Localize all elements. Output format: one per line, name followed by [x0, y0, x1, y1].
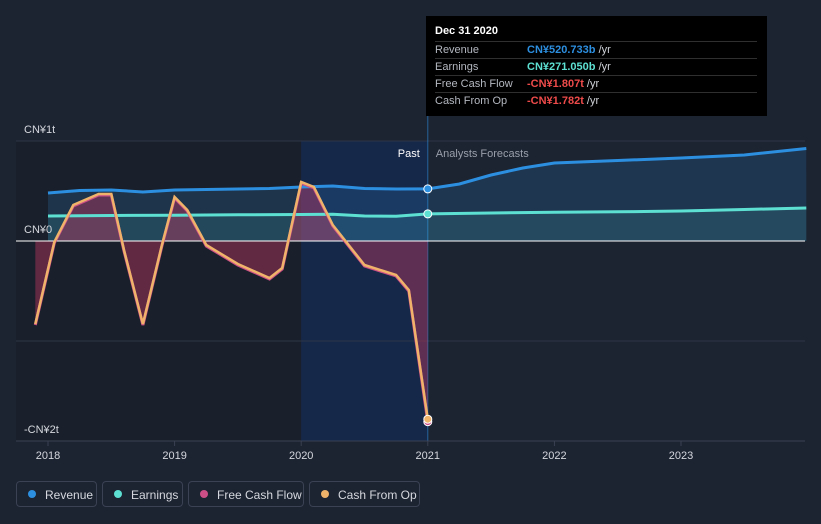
forecast-label: Analysts Forecasts: [436, 148, 529, 160]
legend-item-free-cash-flow[interactable]: Free Cash Flow: [188, 481, 304, 507]
y-tick-label: CN¥1t: [24, 124, 55, 136]
tooltip-unit: /yr: [598, 44, 611, 56]
cash-from-op-line: [34, 180, 430, 420]
legend-dot-icon: [28, 490, 36, 498]
tooltip-unit: /yr: [598, 61, 611, 73]
free-cash-flow-area: [35, 183, 428, 422]
tooltip-value: CN¥520.733b: [527, 44, 596, 56]
tooltip-row-revenue: Revenue CN¥520.733b /yr: [435, 41, 757, 59]
highlight-band: [301, 141, 428, 441]
tooltip-row-cash-from-op: Cash From Op -CN¥1.782t /yr: [435, 92, 757, 110]
tooltip-unit: /yr: [586, 95, 600, 107]
earnings-line: [47, 212, 428, 218]
tooltip-row-earnings: Earnings CN¥271.050b /yr: [435, 58, 757, 76]
earnings-forecast-line: [427, 206, 807, 216]
revenue-marker: [423, 184, 433, 194]
tooltip-label: Earnings: [435, 61, 479, 73]
tooltip-value: -CN¥1.807t: [527, 78, 584, 90]
y-tick-label: -CN¥2t: [24, 424, 59, 436]
x-tick-label: 2019: [162, 450, 186, 462]
earnings-marker: [423, 209, 433, 219]
tooltip-label: Cash From Op: [435, 95, 508, 107]
revenue-line: [47, 184, 428, 195]
y-tick-label: CN¥0: [24, 224, 52, 236]
x-tick-label: 2018: [36, 450, 60, 462]
x-tick-label: 2023: [669, 450, 693, 462]
tooltip-value: CN¥271.050b: [527, 61, 596, 73]
tooltip-label: Revenue: [435, 44, 480, 56]
x-tick-label: 2020: [289, 450, 313, 462]
legend-label: Free Cash Flow: [217, 488, 302, 502]
x-tick-label: 2021: [416, 450, 440, 462]
legend-label: Cash From Op: [338, 488, 417, 502]
tooltip-unit: /yr: [586, 78, 600, 90]
legend-item-cash-from-op[interactable]: Cash From Op: [309, 481, 420, 507]
legend-dot-icon: [114, 490, 122, 498]
tooltip-date: Dec 31 2020: [435, 25, 498, 37]
tooltip-label: Free Cash Flow: [435, 78, 513, 90]
revenue-area: [48, 148, 807, 241]
legend-item-revenue[interactable]: Revenue: [16, 481, 97, 507]
x-tick-label: 2022: [542, 450, 566, 462]
legend-item-earnings[interactable]: Earnings: [102, 481, 183, 507]
tooltip: Dec 31 2020 Revenue CN¥520.733b /yr Earn…: [426, 16, 767, 116]
legend-label: Earnings: [131, 488, 179, 502]
legend-label: Revenue: [45, 488, 94, 502]
legend-dot-icon: [321, 490, 329, 498]
cash-from-op-marker: [423, 414, 433, 424]
tooltip-value: -CN¥1.782t: [527, 95, 584, 107]
past-band: [16, 141, 302, 441]
legend-dot-icon: [200, 490, 208, 498]
tooltip-row-free-cash-flow: Free Cash Flow -CN¥1.807t /yr: [435, 75, 757, 93]
revenue-forecast-line: [427, 147, 807, 191]
past-label: Past: [398, 148, 420, 160]
